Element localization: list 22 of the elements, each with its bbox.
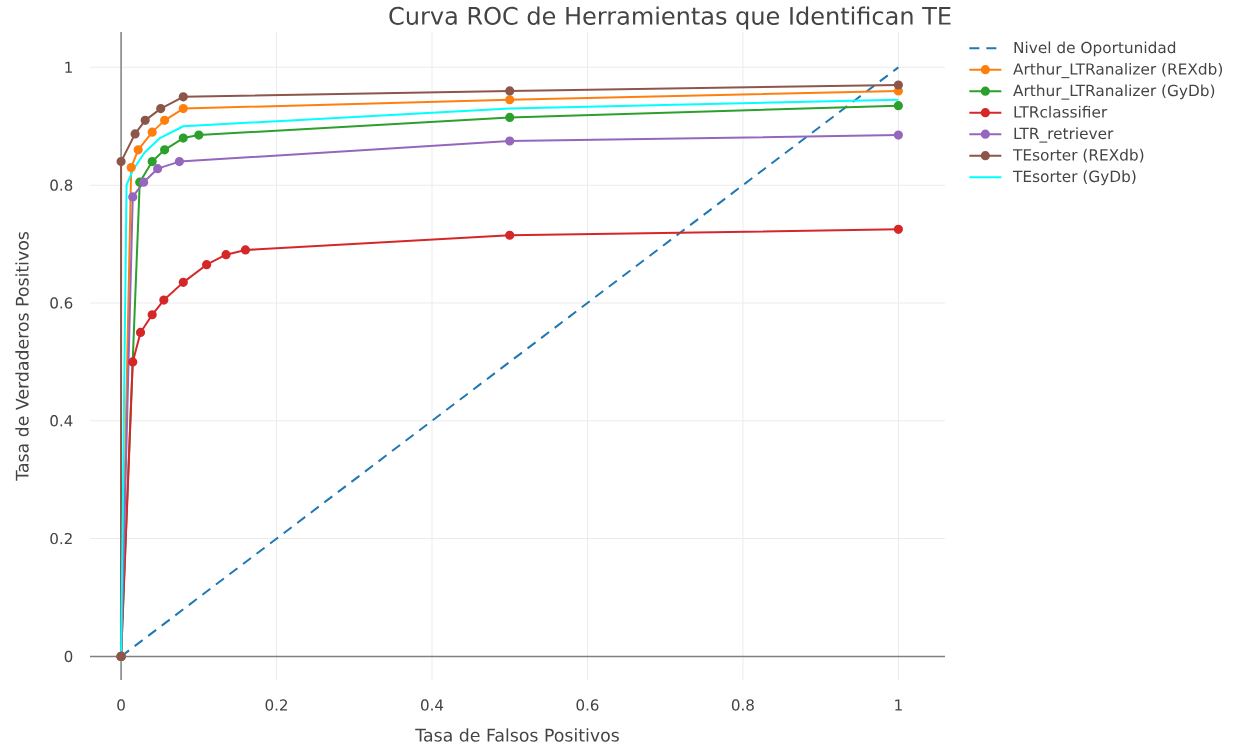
y-tick-label: 1 [65, 61, 72, 73]
y-axis-title: Tasa de Verdaderos Positivos [15, 231, 29, 481]
x-tick-label: 0.4 [421, 699, 444, 711]
legend-label: LTR_retriever [1014, 127, 1114, 143]
x-tick-label: 0.2 [265, 699, 288, 711]
y-tick-label: 0.2 [50, 532, 72, 545]
legend-label: LTRclassifier [1014, 105, 1108, 118]
x-tick-label: 0.6 [576, 699, 599, 711]
legend-label: Arthur_LTRanalizer (GyDb) [1013, 84, 1215, 100]
x-tick-label: 0 [117, 699, 125, 711]
legend-label: Nivel de Oportunidad [1014, 41, 1176, 57]
y-tick-label: 0.8 [50, 179, 73, 191]
x-tick-label: 1 [895, 699, 902, 711]
x-tick-label: 0.8 [731, 699, 754, 711]
y-tick-label: 0.6 [50, 297, 73, 309]
y-tick-label: 0 [64, 650, 73, 663]
legend-label: TEsorter (REXdb) [1012, 148, 1144, 163]
legend-label: Arthur_LTRanalizer (REXdb) [1013, 62, 1223, 79]
y-tick-label: 0.4 [50, 415, 73, 427]
x-axis-title: Tasa de Falsos Positivos [415, 728, 619, 742]
chart-title: Curva ROC de Herramientas que Identifican TE [389, 6, 951, 30]
legend-label: TEsorter (GyDb) [1012, 170, 1136, 186]
